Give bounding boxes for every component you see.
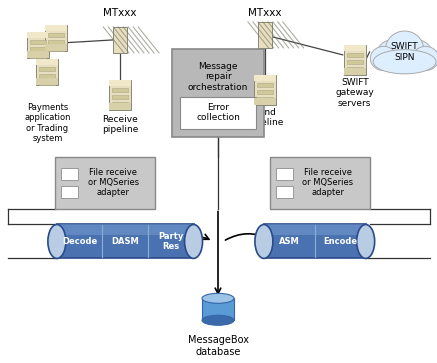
FancyBboxPatch shape — [257, 97, 273, 101]
FancyBboxPatch shape — [257, 83, 273, 87]
FancyBboxPatch shape — [254, 75, 276, 105]
Text: File receive
or MQSeries
adapter: File receive or MQSeries adapter — [302, 168, 354, 197]
FancyBboxPatch shape — [31, 54, 46, 58]
FancyBboxPatch shape — [344, 45, 366, 75]
FancyBboxPatch shape — [31, 47, 46, 51]
FancyBboxPatch shape — [61, 185, 78, 197]
FancyBboxPatch shape — [57, 224, 194, 258]
Text: MessageBox
database: MessageBox database — [187, 335, 249, 357]
FancyBboxPatch shape — [39, 67, 55, 71]
Text: MTxxx: MTxxx — [104, 8, 137, 18]
FancyBboxPatch shape — [254, 75, 276, 81]
FancyBboxPatch shape — [36, 59, 59, 85]
FancyBboxPatch shape — [270, 157, 370, 208]
Ellipse shape — [373, 50, 436, 74]
FancyBboxPatch shape — [36, 59, 59, 65]
Text: SWIFT
gateway
servers: SWIFT gateway servers — [335, 78, 374, 107]
FancyBboxPatch shape — [31, 40, 46, 44]
FancyBboxPatch shape — [113, 27, 127, 53]
Text: ASM: ASM — [279, 237, 300, 246]
FancyBboxPatch shape — [112, 95, 128, 99]
FancyBboxPatch shape — [202, 298, 234, 320]
Text: MTxxx: MTxxx — [248, 8, 281, 18]
FancyBboxPatch shape — [49, 33, 64, 37]
Text: Receive
pipeline: Receive pipeline — [102, 115, 139, 134]
Text: Message
repair
orchestration: Message repair orchestration — [188, 62, 248, 92]
Ellipse shape — [202, 293, 234, 303]
Ellipse shape — [401, 40, 433, 70]
Text: Send
pipeline: Send pipeline — [247, 108, 283, 127]
Text: Encode: Encode — [323, 237, 357, 246]
Ellipse shape — [48, 224, 66, 258]
FancyBboxPatch shape — [344, 68, 366, 75]
FancyBboxPatch shape — [39, 81, 55, 85]
Ellipse shape — [255, 224, 273, 258]
Ellipse shape — [385, 31, 424, 68]
FancyBboxPatch shape — [36, 78, 59, 85]
FancyBboxPatch shape — [28, 32, 49, 58]
FancyBboxPatch shape — [347, 67, 363, 71]
FancyBboxPatch shape — [264, 224, 366, 234]
FancyBboxPatch shape — [258, 22, 272, 48]
FancyBboxPatch shape — [109, 103, 131, 110]
Text: DASM: DASM — [111, 237, 139, 246]
FancyBboxPatch shape — [347, 53, 363, 57]
Text: Party
Res: Party Res — [158, 232, 184, 251]
FancyBboxPatch shape — [264, 224, 366, 258]
FancyBboxPatch shape — [45, 25, 67, 31]
Text: Payments
application
or Trading
system: Payments application or Trading system — [24, 103, 71, 143]
FancyBboxPatch shape — [109, 80, 131, 110]
FancyBboxPatch shape — [109, 80, 131, 86]
FancyBboxPatch shape — [61, 168, 78, 180]
Text: SWIFT
SIPN: SWIFT SIPN — [391, 42, 418, 62]
FancyBboxPatch shape — [344, 45, 366, 51]
Text: Decode: Decode — [62, 237, 97, 246]
FancyBboxPatch shape — [276, 185, 293, 197]
Ellipse shape — [412, 46, 437, 70]
FancyBboxPatch shape — [172, 49, 264, 137]
Text: Error
collection: Error collection — [196, 103, 240, 122]
Ellipse shape — [184, 224, 202, 258]
FancyBboxPatch shape — [180, 97, 256, 129]
Ellipse shape — [371, 46, 397, 70]
Ellipse shape — [357, 224, 375, 258]
FancyBboxPatch shape — [112, 102, 128, 106]
FancyBboxPatch shape — [57, 224, 194, 234]
FancyBboxPatch shape — [112, 88, 128, 92]
FancyBboxPatch shape — [49, 47, 64, 51]
FancyBboxPatch shape — [347, 60, 363, 64]
FancyBboxPatch shape — [49, 40, 64, 44]
Text: File receive
or MQSeries
adapter: File receive or MQSeries adapter — [88, 168, 139, 197]
FancyBboxPatch shape — [254, 98, 276, 105]
Ellipse shape — [377, 40, 408, 70]
FancyBboxPatch shape — [45, 44, 67, 51]
FancyBboxPatch shape — [55, 157, 155, 208]
FancyBboxPatch shape — [39, 74, 55, 78]
FancyBboxPatch shape — [28, 32, 49, 38]
FancyBboxPatch shape — [276, 168, 293, 180]
FancyBboxPatch shape — [257, 90, 273, 94]
FancyBboxPatch shape — [45, 25, 67, 51]
Ellipse shape — [202, 315, 234, 325]
FancyBboxPatch shape — [28, 51, 49, 58]
